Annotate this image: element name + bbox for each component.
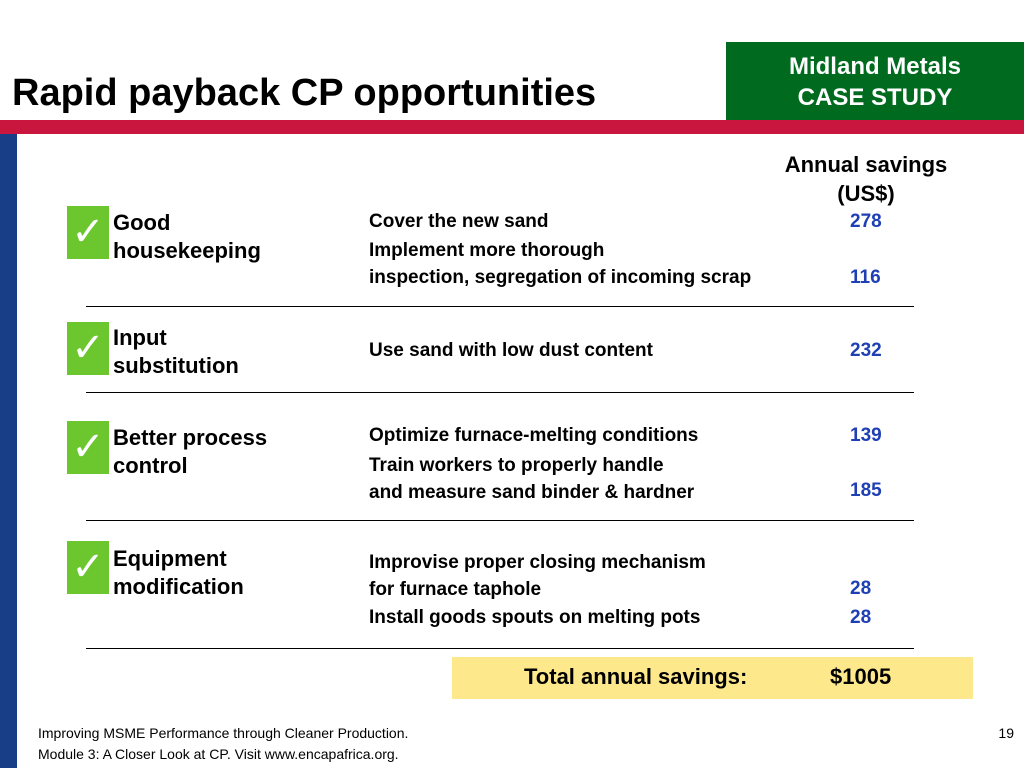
checkmark-icon: ✓	[67, 322, 109, 375]
total-savings-label: Total annual savings:	[524, 664, 748, 689]
section-divider	[86, 306, 914, 307]
opportunity-item: Use sand with low dust content	[369, 340, 653, 361]
opportunity-item-line1: Implement more thorough	[369, 240, 605, 261]
annual-savings-header: Annual savings (US$)	[766, 150, 966, 208]
side-accent-bar	[0, 134, 17, 768]
opportunity-item-line2: inspection, segregation of incoming scra…	[369, 267, 752, 288]
savings-value: 232	[850, 340, 882, 361]
section-divider	[86, 392, 914, 393]
category-better-process-control: Better process control	[113, 424, 267, 480]
case-study-company: Midland Metals	[788, 53, 962, 80]
opportunity-item: Optimize furnace-melting conditions	[369, 425, 699, 446]
case-study-label: CASE STUDY	[797, 84, 953, 111]
savings-value: 278	[850, 211, 882, 232]
category-label-line2: control	[113, 453, 188, 478]
header-rule	[0, 120, 1024, 134]
annual-savings-header-line1: Annual savings	[784, 152, 948, 177]
opportunity-item-line2: and measure sand binder & hardner	[369, 482, 695, 503]
category-label-line1: Equipment	[113, 546, 227, 571]
savings-value: 116	[850, 267, 881, 288]
savings-value: 28	[850, 607, 872, 628]
checkmark-icon: ✓	[67, 206, 109, 259]
category-label-line2: substitution	[113, 353, 239, 378]
savings-value: 28	[850, 578, 872, 599]
category-equipment-modification: Equipment modification	[113, 545, 244, 601]
opportunity-item: Train workers to properly handle and mea…	[369, 452, 694, 506]
category-label-line2: housekeeping	[113, 238, 261, 263]
footer-line1: Improving MSME Performance through Clean…	[38, 725, 409, 741]
total-savings-box	[452, 657, 973, 699]
opportunity-item: Improvise proper closing mechanism for f…	[369, 549, 706, 603]
opportunity-item: Implement more thorough inspection, segr…	[369, 237, 751, 291]
footer-line2: Module 3: A Closer Look at CP. Visit www…	[38, 746, 399, 762]
category-label-line1: Input	[113, 325, 167, 350]
checkmark-icon: ✓	[67, 541, 109, 594]
page-number: 19	[998, 725, 1014, 741]
category-label-line1: Better process	[113, 425, 268, 450]
slide-title: Rapid payback CP opportunities	[12, 72, 597, 114]
opportunity-item-line1: Improvise proper closing mechanism	[369, 552, 706, 573]
opportunity-item: Install goods spouts on melting pots	[369, 607, 701, 628]
category-label-line2: modification	[113, 574, 244, 599]
annual-savings-header-line2: (US$)	[837, 181, 895, 206]
section-divider	[86, 520, 914, 521]
category-good-housekeeping: Good housekeeping	[113, 209, 261, 265]
opportunity-item-line2: for furnace taphole	[369, 579, 542, 600]
savings-value: 185	[850, 480, 882, 501]
checkmark-icon: ✓	[67, 421, 109, 474]
footer-text: Improving MSME Performance through Clean…	[38, 723, 408, 765]
savings-value: 139	[850, 425, 882, 446]
category-input-substitution: Input substitution	[113, 324, 239, 380]
category-label-line1: Good	[113, 210, 171, 235]
total-savings-value: $1005	[830, 664, 892, 689]
section-divider	[86, 648, 914, 649]
opportunity-item: Cover the new sand	[369, 211, 549, 232]
opportunity-item-line1: Train workers to properly handle	[369, 455, 664, 476]
case-study-badge: Midland Metals CASE STUDY	[726, 42, 1024, 120]
